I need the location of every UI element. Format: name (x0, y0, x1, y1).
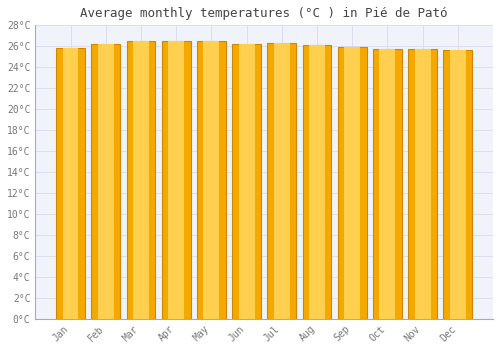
Bar (62, 48, 78, 318)
Bar (133, 41, 149, 318)
Bar (232, 44, 261, 319)
Bar (238, 44, 254, 319)
Bar (162, 41, 190, 318)
Bar (197, 41, 226, 318)
Bar (408, 49, 437, 318)
Bar (56, 48, 85, 318)
Bar (98, 44, 114, 319)
Bar (274, 43, 289, 318)
Bar (92, 44, 120, 319)
Bar (450, 50, 466, 318)
Bar (309, 45, 325, 318)
Bar (168, 41, 184, 318)
Bar (302, 45, 332, 318)
Bar (380, 49, 396, 318)
Bar (126, 41, 156, 318)
Bar (373, 49, 402, 318)
Bar (344, 47, 360, 318)
Bar (338, 47, 366, 318)
Bar (268, 43, 296, 318)
Bar (444, 50, 472, 318)
Bar (204, 41, 220, 318)
Title: Average monthly temperatures (°C ) in Pié de Pató: Average monthly temperatures (°C ) in Pi… (80, 7, 448, 20)
Bar (414, 49, 430, 318)
